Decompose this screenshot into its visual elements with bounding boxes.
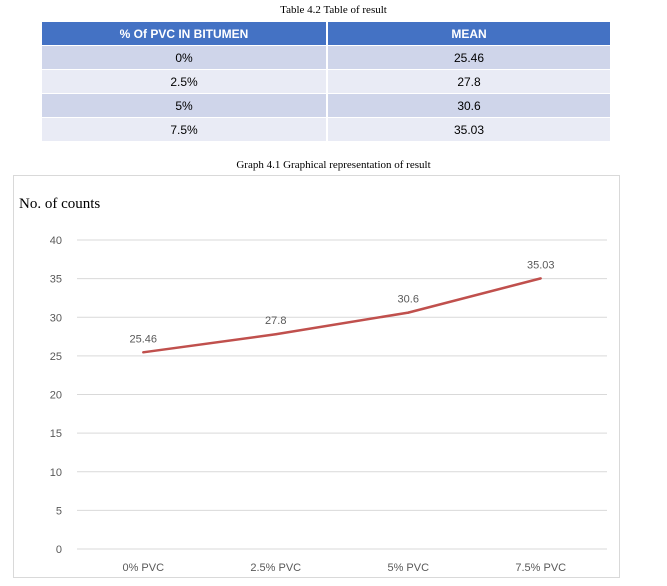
cell-mean: 30.6 — [327, 93, 610, 118]
y-tick-label: 35 — [50, 274, 62, 286]
data-label: 25.46 — [129, 333, 157, 345]
data-point — [274, 333, 277, 336]
y-axis-title: No. of counts — [19, 196, 101, 212]
table-header-row: % Of PVC IN BITUMEN MEAN — [42, 22, 610, 46]
graph-caption: Graph 4.1 Graphical representation of re… — [236, 159, 431, 171]
x-tick-label: 2.5% PVC — [250, 562, 301, 574]
y-tick-label: 5 — [56, 505, 62, 517]
table-caption: Table 4.2 Table of result — [280, 4, 387, 16]
chart-area — [13, 175, 620, 578]
y-tick-label: 25 — [50, 351, 62, 363]
table-row: 5% 30.6 — [42, 93, 610, 118]
table-row: 0% 25.46 — [42, 45, 610, 70]
table-row: 2.5% 27.8 — [42, 69, 610, 94]
y-tick-label: 20 — [50, 390, 62, 402]
cell-mean: 25.46 — [327, 45, 610, 70]
header-mean: MEAN — [327, 22, 610, 46]
cell-pvc-percent: 7.5% — [42, 117, 328, 141]
result-table: % Of PVC IN BITUMEN MEAN 0% 25.46 2.5% 2… — [42, 22, 610, 141]
data-label: 30.6 — [398, 294, 419, 306]
series-line — [143, 277, 542, 354]
data-label: 35.03 — [527, 259, 555, 271]
x-tick-label: 5% PVC — [387, 562, 429, 574]
data-point — [407, 311, 410, 314]
y-tick-label: 30 — [50, 312, 62, 324]
cell-pvc-percent: 0% — [42, 45, 328, 70]
data-point — [142, 351, 145, 354]
x-tick-label: 7.5% PVC — [515, 562, 566, 574]
data-point — [539, 277, 542, 280]
x-tick-label: 0% PVC — [122, 562, 164, 574]
cell-pvc-percent: 5% — [42, 93, 328, 118]
cell-pvc-percent: 2.5% — [42, 69, 328, 94]
cell-mean: 27.8 — [327, 69, 610, 94]
header-pvc-percent: % Of PVC IN BITUMEN — [42, 22, 328, 46]
y-tick-label: 15 — [50, 428, 62, 440]
data-label: 27.8 — [265, 315, 286, 327]
y-tick-label: 0 — [56, 544, 62, 556]
cell-mean: 35.03 — [327, 117, 610, 141]
y-tick-label: 40 — [50, 235, 62, 247]
y-tick-label: 10 — [50, 467, 62, 479]
table-row: 7.5% 35.03 — [42, 117, 610, 141]
